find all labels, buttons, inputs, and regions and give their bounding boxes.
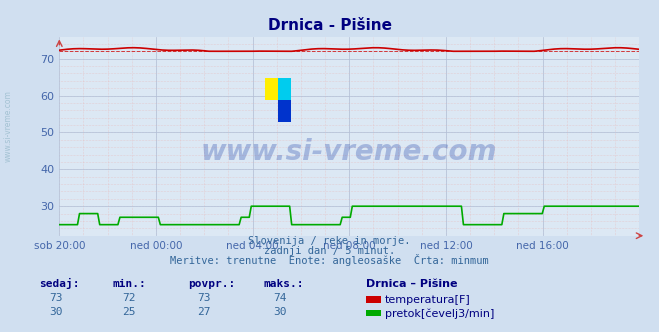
Text: www.si-vreme.com: www.si-vreme.com [201, 138, 498, 166]
Text: temperatura[F]: temperatura[F] [385, 295, 471, 305]
Text: 73: 73 [49, 293, 63, 303]
FancyBboxPatch shape [366, 310, 381, 316]
Text: 25: 25 [122, 307, 135, 317]
Text: Drnica - Pišine: Drnica - Pišine [268, 18, 391, 33]
Text: min.:: min.: [112, 279, 146, 289]
Text: pretok[čevelj3/min]: pretok[čevelj3/min] [385, 308, 494, 319]
Text: zadnji dan / 5 minut.: zadnji dan / 5 minut. [264, 246, 395, 256]
Text: sedaj:: sedaj: [40, 278, 80, 289]
Text: 30: 30 [273, 307, 287, 317]
FancyBboxPatch shape [366, 296, 381, 303]
Text: Drnica – Pišine: Drnica – Pišine [366, 279, 457, 289]
Text: 27: 27 [198, 307, 211, 317]
Text: Slovenija / reke in morje.: Slovenija / reke in morje. [248, 236, 411, 246]
Text: www.si-vreme.com: www.si-vreme.com [3, 90, 13, 162]
Text: Meritve: trenutne  Enote: angleosaške  Črta: minmum: Meritve: trenutne Enote: angleosaške Črt… [170, 254, 489, 266]
Text: 30: 30 [49, 307, 63, 317]
Text: 72: 72 [122, 293, 135, 303]
Text: 73: 73 [198, 293, 211, 303]
Text: 74: 74 [273, 293, 287, 303]
Text: povpr.:: povpr.: [188, 279, 235, 289]
Text: maks.:: maks.: [264, 279, 304, 289]
